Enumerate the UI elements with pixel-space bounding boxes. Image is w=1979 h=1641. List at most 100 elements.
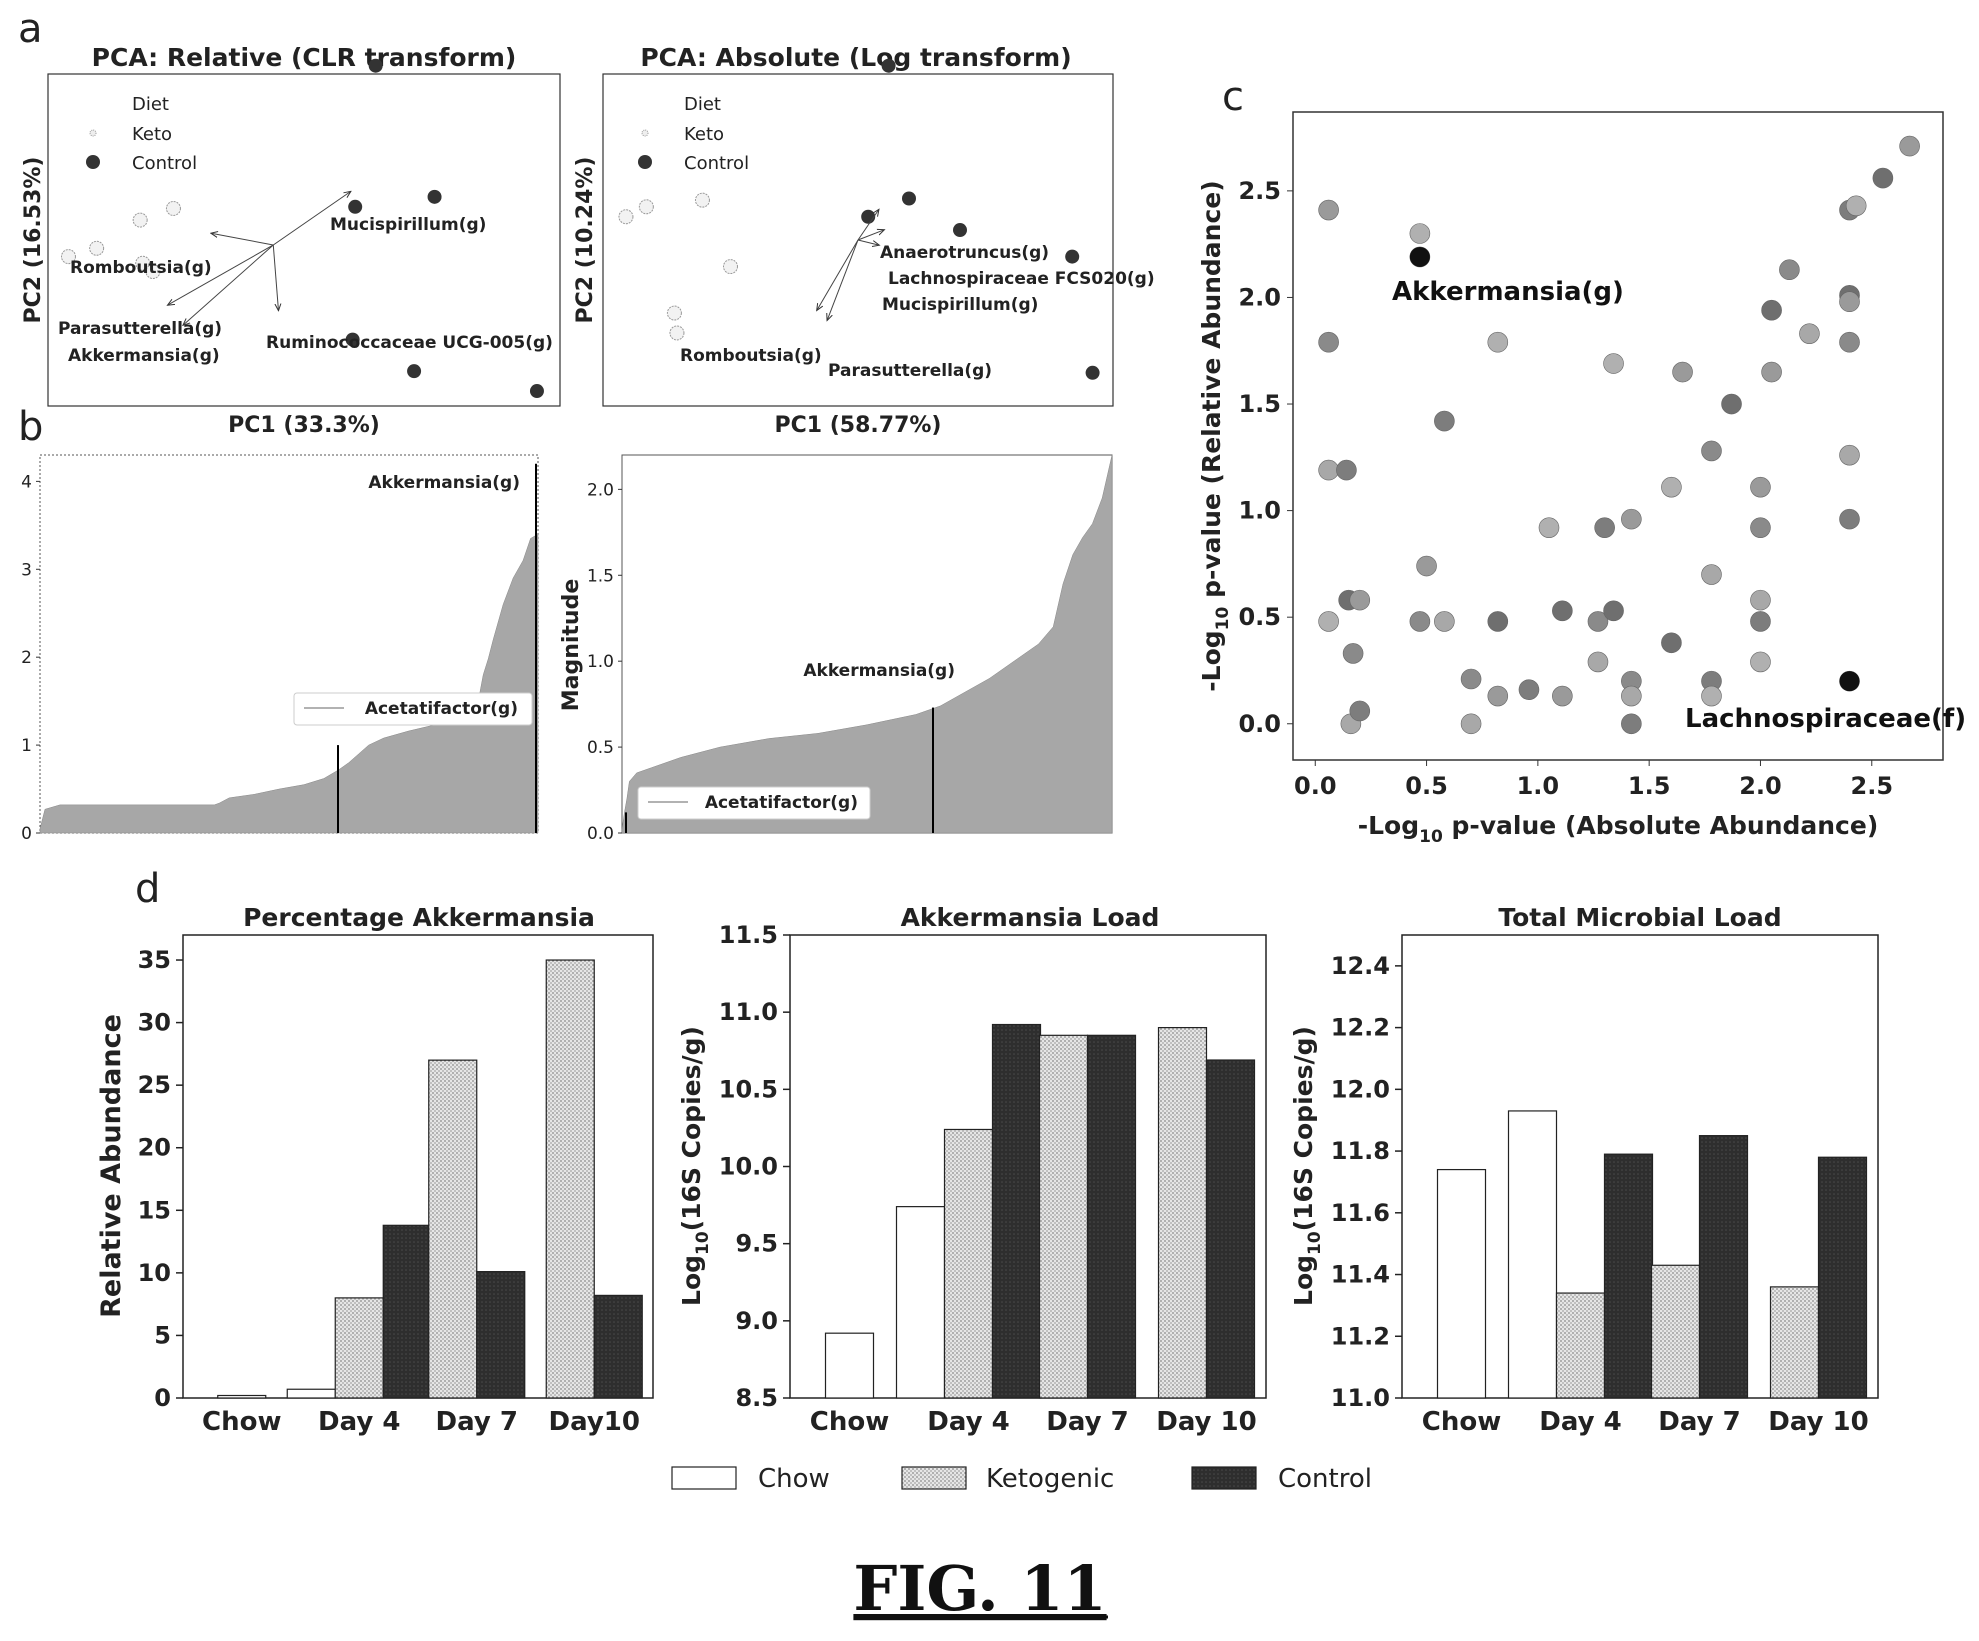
x-tick-label: Day 10 (1156, 1407, 1257, 1437)
chart-title: Akkermansia Load (901, 903, 1160, 932)
scatter-point (1318, 611, 1339, 632)
plot-frame (1292, 111, 1944, 761)
bar-ketogenic (1769, 1286, 1820, 1399)
y-tick-label: 25 (138, 1071, 171, 1099)
bar-ketogenic (1038, 1034, 1089, 1399)
y-tick-label: 10.5 (719, 1075, 778, 1103)
scatter-point (1434, 611, 1455, 632)
x-tick-label: 1.5 (1628, 772, 1671, 800)
loading-arrow (857, 239, 878, 245)
scatter-point (1587, 611, 1609, 632)
y-axis-label: -Log10 p-value (Relative Abundance) (1197, 180, 1233, 691)
scatter-point (1552, 685, 1573, 707)
y-tick-label: 11.5 (719, 921, 778, 949)
pca-point-control (529, 384, 544, 399)
pca-point-keto (89, 240, 105, 256)
legend-d: Chow Ketogenic Control (671, 1464, 1372, 1494)
scatter-point (1518, 679, 1540, 700)
scatter-point (1899, 135, 1920, 157)
bar-ketogenic (334, 1297, 384, 1399)
x-tick-label: Day 4 (927, 1407, 1009, 1437)
scatter-point (1872, 167, 1894, 189)
loading-arrow (184, 244, 274, 325)
pca-point-keto (669, 325, 685, 341)
y-tick-label: 11.4 (1331, 1261, 1390, 1289)
pca-point-control (345, 332, 360, 347)
y-tick-label: 1.5 (587, 566, 614, 586)
scatter-point (1318, 459, 1339, 481)
y-tick-label: 11.2 (1331, 1322, 1390, 1350)
magnitude-area (39, 533, 539, 834)
loading-arrow (857, 210, 878, 241)
y-tick-label: 0.0 (1238, 710, 1281, 738)
legend-title: Diet (684, 94, 721, 115)
loading-label: Romboutsia(g) (70, 258, 212, 278)
akkermansia-load-chart: Akkermansia Load Log10(16S Copies/g) 8.5… (677, 903, 1267, 1437)
loading-arrow (272, 244, 278, 310)
annotation-label: Akkermansia(g) (368, 473, 520, 493)
bar-ketogenic (943, 1128, 994, 1399)
feature-magnitude-absolute-chart: Magnitude 0.0 0.5 1.0 1.5 2.0 Akkermansia(g)… (559, 454, 1113, 844)
scatter-point (1701, 440, 1722, 462)
bar-ketogenic (1157, 1026, 1208, 1399)
pca-point-keto (135, 255, 151, 271)
y-tick-label: 2 (21, 648, 32, 668)
bar-control (991, 1023, 1042, 1399)
pca-point-control (427, 189, 442, 204)
y-axis-label: PC2 (10.24%) (573, 157, 598, 324)
loading-label: Lachnospiraceae FCS020(g) (888, 269, 1155, 289)
pca-point-control (861, 209, 876, 224)
panel-label-c: c (1222, 74, 1244, 120)
chart-title: Total Microbial Load (1498, 903, 1781, 932)
legend-item-chow: Chow (758, 1464, 830, 1494)
loading-label: Mucispirillum(g) (882, 295, 1038, 315)
y-tick-label: 11.6 (1331, 1199, 1390, 1227)
loading-arrow (857, 230, 884, 241)
loading-label: Akkermansia(g) (68, 346, 220, 366)
scatter-point (1603, 353, 1624, 374)
scatter-point (1661, 632, 1682, 654)
scatter-point (1434, 410, 1455, 432)
magnitude-area (621, 454, 1113, 834)
scatter-point (1839, 444, 1860, 466)
y-tick-label: 1 (21, 736, 32, 756)
pca-point-keto (618, 209, 634, 225)
legend-item-control: Control (684, 153, 749, 174)
scatter-point (1701, 685, 1722, 707)
y-tick-label: 20 (138, 1134, 171, 1162)
scatter-point (1799, 323, 1820, 344)
x-axis-label: PC1 (58.77%) (775, 413, 942, 438)
y-tick-label: 10 (138, 1259, 171, 1287)
scatter-point (1621, 508, 1642, 530)
annotation-label: Acetatifactor(g) (705, 793, 858, 813)
scatter-point (1779, 259, 1800, 281)
pca-point-keto (638, 199, 654, 215)
scatter-point (1750, 611, 1771, 632)
plot-frame (47, 73, 561, 407)
x-tick-label: 2.5 (1851, 772, 1894, 800)
pca-absolute-chart: PCA: Absolute (Log transform) PC1 (58.77… (573, 43, 1155, 438)
pvalue-scatter-chart: -Log10 p-value (Absolute Abundance) -Log… (1197, 111, 1966, 847)
panel-label-b: b (18, 404, 43, 450)
x-tick-label: Chow (202, 1407, 281, 1437)
scatter-point (1839, 508, 1860, 530)
x-tick-label: Day 4 (318, 1407, 400, 1437)
annotation-label: Lachnospiraceae(f) (1685, 704, 1966, 734)
y-tick-label: 12.4 (1331, 952, 1390, 980)
x-tick-label: 1.0 (1517, 772, 1560, 800)
scatter-point (1672, 361, 1693, 383)
legend-item-keto: Keto (132, 124, 172, 145)
pca-point-control (407, 364, 422, 379)
y-tick-label: 9.0 (735, 1307, 778, 1335)
x-tick-label: Chow (1422, 1407, 1501, 1437)
pca-relative-chart: PCA: Relative (CLR transform) PC1 (33.3%… (21, 43, 561, 438)
y-axis-label: Log10(16S Copies/g) (677, 1026, 713, 1306)
annotation-label: Akkermansia(g) (803, 661, 955, 681)
scatter-point (1538, 517, 1560, 538)
pca-point-control (953, 223, 967, 238)
y-tick-label: 2.5 (1238, 177, 1281, 205)
annotation-box (293, 692, 533, 726)
highlight-point-lachnospiraceae (1839, 671, 1860, 692)
scatter-point (1409, 611, 1431, 632)
